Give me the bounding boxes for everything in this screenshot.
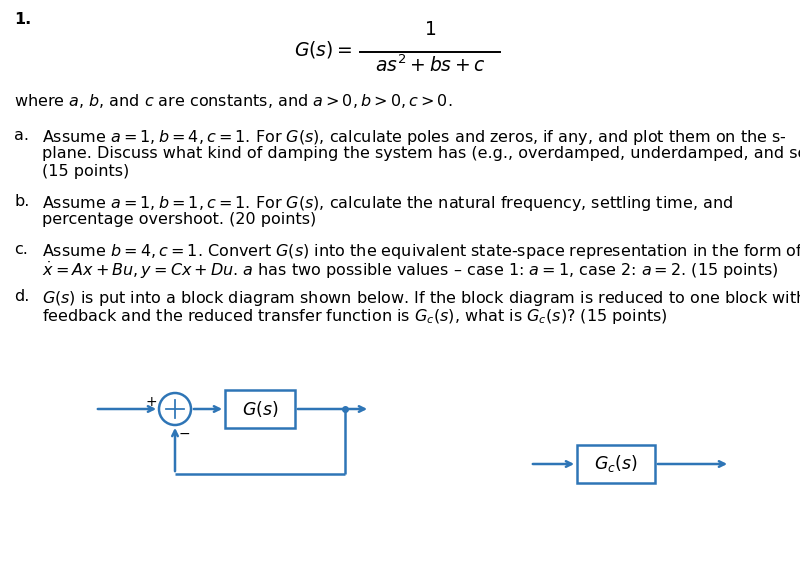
Text: $G(s)$: $G(s)$ [242,399,278,419]
Text: c.: c. [14,242,28,257]
Text: d.: d. [14,289,30,304]
Text: −: − [179,427,190,441]
Text: feedback and the reduced transfer function is $G_c(s)$, what is $G_c(s)$? (15 po: feedback and the reduced transfer functi… [42,307,668,326]
Text: Assume $b = 4, c = 1$. Convert $G(s)$ into the equivalent state-space representa: Assume $b = 4, c = 1$. Convert $G(s)$ in… [42,242,800,261]
Text: +: + [146,395,157,409]
Text: $G_c(s)$: $G_c(s)$ [594,454,638,474]
Text: 1.: 1. [14,12,31,27]
Text: Assume $a = 1, b = 1, c = 1$. For $G(s)$, calculate the natural frequency, settl: Assume $a = 1, b = 1, c = 1$. For $G(s)$… [42,194,733,213]
Text: plane. Discuss what kind of damping the system has (e.g., overdamped, underdampe: plane. Discuss what kind of damping the … [42,146,800,161]
Text: percentage overshoot. (20 points): percentage overshoot. (20 points) [42,212,316,227]
Text: $\dot{x} = Ax + Bu, y = Cx + Du$. $a$ has two possible values – case 1: $a = 1$,: $\dot{x} = Ax + Bu, y = Cx + Du$. $a$ ha… [42,260,778,281]
Text: where $a$, $b$, and $c$ are constants, and $a > 0, b > 0, c > 0.$: where $a$, $b$, and $c$ are constants, a… [14,92,453,110]
FancyBboxPatch shape [225,390,295,428]
Text: $1$: $1$ [424,20,436,39]
Text: a.: a. [14,128,29,143]
Text: $G(s)$ is put into a block diagram shown below. If the block diagram is reduced : $G(s)$ is put into a block diagram shown… [42,289,800,308]
Text: b.: b. [14,194,30,209]
FancyBboxPatch shape [577,445,655,483]
Text: $G(s)=$: $G(s)=$ [294,40,352,61]
Text: (15 points): (15 points) [42,164,130,179]
Text: Assume $a = 1, b = 4, c = 1$. For $G(s)$, calculate poles and zeros, if any, and: Assume $a = 1, b = 4, c = 1$. For $G(s)$… [42,128,787,147]
Text: $as^2 + bs + c$: $as^2 + bs + c$ [374,55,486,77]
